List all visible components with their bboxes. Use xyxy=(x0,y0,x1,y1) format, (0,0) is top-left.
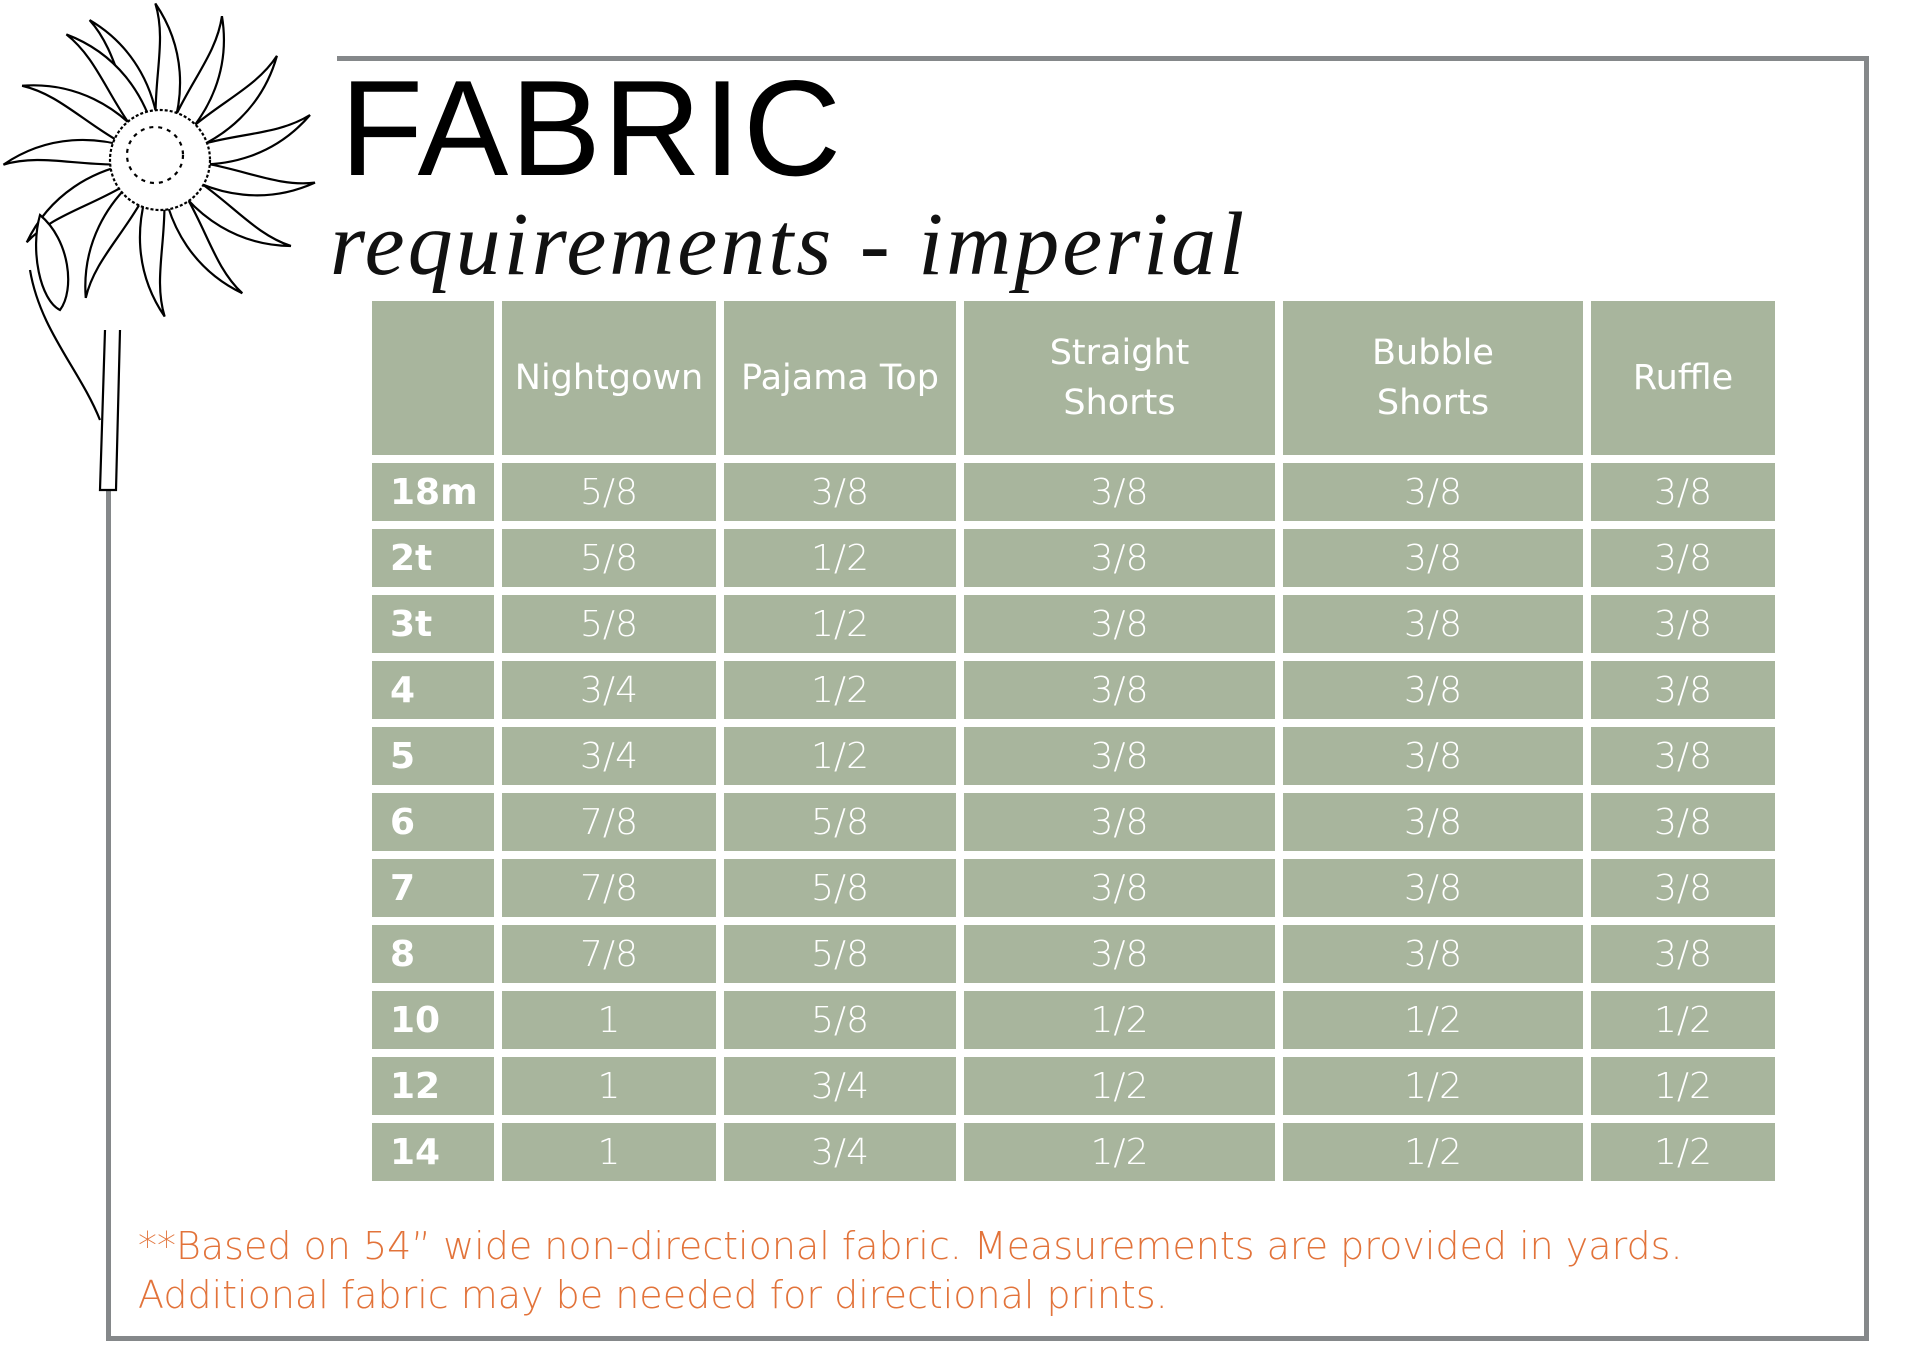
fabric-requirements-table: Nightgown Pajama Top Straight Shorts Bubble… xyxy=(364,293,1783,1189)
page-title: FABRIC xyxy=(340,52,844,204)
size-label: 10 xyxy=(372,991,494,1049)
yardage-cell: 1/2 xyxy=(964,1057,1275,1115)
yardage-cell: 3/8 xyxy=(964,925,1275,983)
frame-border-left xyxy=(106,490,111,1341)
sunflower-illustration xyxy=(2,2,316,492)
yardage-cell: 3/8 xyxy=(1591,925,1775,983)
yardage-cell: 3/8 xyxy=(1591,793,1775,851)
yardage-cell: 3/4 xyxy=(724,1057,956,1115)
yardage-cell: 1/2 xyxy=(1283,1057,1583,1115)
column-header: Pajama Top xyxy=(724,301,956,455)
yardage-cell: 3/8 xyxy=(964,463,1275,521)
yardage-cell: 3/8 xyxy=(964,859,1275,917)
yardage-cell: 1/2 xyxy=(724,529,956,587)
table-row: 10 1 5/8 1/2 1/2 1/2 xyxy=(372,991,1775,1049)
yardage-cell: 3/8 xyxy=(964,595,1275,653)
table-row: 5 3/4 1/2 3/8 3/8 3/8 xyxy=(372,727,1775,785)
yardage-cell: 3/8 xyxy=(1591,463,1775,521)
yardage-cell: 1/2 xyxy=(964,1123,1275,1181)
yardage-cell: 1 xyxy=(502,991,716,1049)
yardage-cell: 3/8 xyxy=(964,661,1275,719)
yardage-cell: 1/2 xyxy=(724,661,956,719)
yardage-cell: 3/4 xyxy=(502,661,716,719)
size-label: 5 xyxy=(372,727,494,785)
yardage-cell: 7/8 xyxy=(502,793,716,851)
size-label: 2t xyxy=(372,529,494,587)
yardage-cell: 1 xyxy=(502,1123,716,1181)
column-header: Straight Shorts xyxy=(964,301,1275,455)
yardage-cell: 3/8 xyxy=(1591,859,1775,917)
table-row: 7 7/8 5/8 3/8 3/8 3/8 xyxy=(372,859,1775,917)
yardage-cell: 3/8 xyxy=(1591,661,1775,719)
header-cell-empty xyxy=(372,301,494,455)
yardage-cell: 1 xyxy=(502,1057,716,1115)
footnote: **Based on 54” wide non-directional fabr… xyxy=(138,1222,1683,1320)
yardage-cell: 3/8 xyxy=(1283,859,1583,917)
yardage-cell: 3/8 xyxy=(964,529,1275,587)
yardage-cell: 3/8 xyxy=(1283,463,1583,521)
table-row: 2t 5/8 1/2 3/8 3/8 3/8 xyxy=(372,529,1775,587)
frame-border-right xyxy=(1864,56,1869,1341)
yardage-cell: 3/8 xyxy=(1283,925,1583,983)
column-header: Bubble Shorts xyxy=(1283,301,1583,455)
yardage-cell: 1/2 xyxy=(1283,1123,1583,1181)
yardage-cell: 3/8 xyxy=(1591,529,1775,587)
yardage-cell: 5/8 xyxy=(724,991,956,1049)
yardage-cell: 7/8 xyxy=(502,925,716,983)
yardage-cell: 1/2 xyxy=(724,595,956,653)
yardage-cell: 3/8 xyxy=(1283,727,1583,785)
table-row: 18m 5/8 3/8 3/8 3/8 3/8 xyxy=(372,463,1775,521)
column-header: Ruffle xyxy=(1591,301,1775,455)
yardage-cell: 3/8 xyxy=(1591,595,1775,653)
yardage-cell: 3/8 xyxy=(724,463,956,521)
yardage-cell: 5/8 xyxy=(502,529,716,587)
yardage-cell: 1/2 xyxy=(1591,991,1775,1049)
yardage-cell: 1/2 xyxy=(1591,1123,1775,1181)
yardage-cell: 5/8 xyxy=(502,595,716,653)
yardage-cell: 3/8 xyxy=(1283,595,1583,653)
size-label: 12 xyxy=(372,1057,494,1115)
yardage-cell: 1/2 xyxy=(1283,991,1583,1049)
table-row: 6 7/8 5/8 3/8 3/8 3/8 xyxy=(372,793,1775,851)
footnote-line-2: Additional fabric may be needed for dire… xyxy=(138,1273,1168,1317)
table-row: 4 3/4 1/2 3/8 3/8 3/8 xyxy=(372,661,1775,719)
table-row: 8 7/8 5/8 3/8 3/8 3/8 xyxy=(372,925,1775,983)
table-row: 12 1 3/4 1/2 1/2 1/2 xyxy=(372,1057,1775,1115)
size-label: 3t xyxy=(372,595,494,653)
yardage-cell: 1/2 xyxy=(1591,1057,1775,1115)
size-label: 7 xyxy=(372,859,494,917)
table-row: 3t 5/8 1/2 3/8 3/8 3/8 xyxy=(372,595,1775,653)
yardage-cell: 3/8 xyxy=(1283,793,1583,851)
yardage-cell: 5/8 xyxy=(724,793,956,851)
size-label: 4 xyxy=(372,661,494,719)
yardage-cell: 5/8 xyxy=(502,463,716,521)
size-label: 14 xyxy=(372,1123,494,1181)
yardage-cell: 7/8 xyxy=(502,859,716,917)
frame-border-top xyxy=(337,56,1869,61)
yardage-cell: 1/2 xyxy=(964,991,1275,1049)
yardage-cell: 3/8 xyxy=(964,727,1275,785)
yardage-cell: 3/4 xyxy=(724,1123,956,1181)
table-row: 14 1 3/4 1/2 1/2 1/2 xyxy=(372,1123,1775,1181)
table-header-row: Nightgown Pajama Top Straight Shorts Bubble… xyxy=(372,301,1775,455)
column-header: Nightgown xyxy=(502,301,716,455)
size-label: 6 xyxy=(372,793,494,851)
frame-border-bottom xyxy=(106,1336,1869,1341)
yardage-cell: 3/8 xyxy=(1283,661,1583,719)
footnote-line-1: **Based on 54” wide non-directional fabr… xyxy=(138,1224,1683,1268)
size-label: 8 xyxy=(372,925,494,983)
yardage-cell: 3/8 xyxy=(1591,727,1775,785)
size-label: 18m xyxy=(372,463,494,521)
yardage-cell: 3/8 xyxy=(964,793,1275,851)
yardage-cell: 3/8 xyxy=(1283,529,1583,587)
yardage-cell: 5/8 xyxy=(724,925,956,983)
yardage-cell: 1/2 xyxy=(724,727,956,785)
yardage-cell: 5/8 xyxy=(724,859,956,917)
yardage-cell: 3/4 xyxy=(502,727,716,785)
page-subtitle: requirements - imperial xyxy=(330,195,1248,294)
